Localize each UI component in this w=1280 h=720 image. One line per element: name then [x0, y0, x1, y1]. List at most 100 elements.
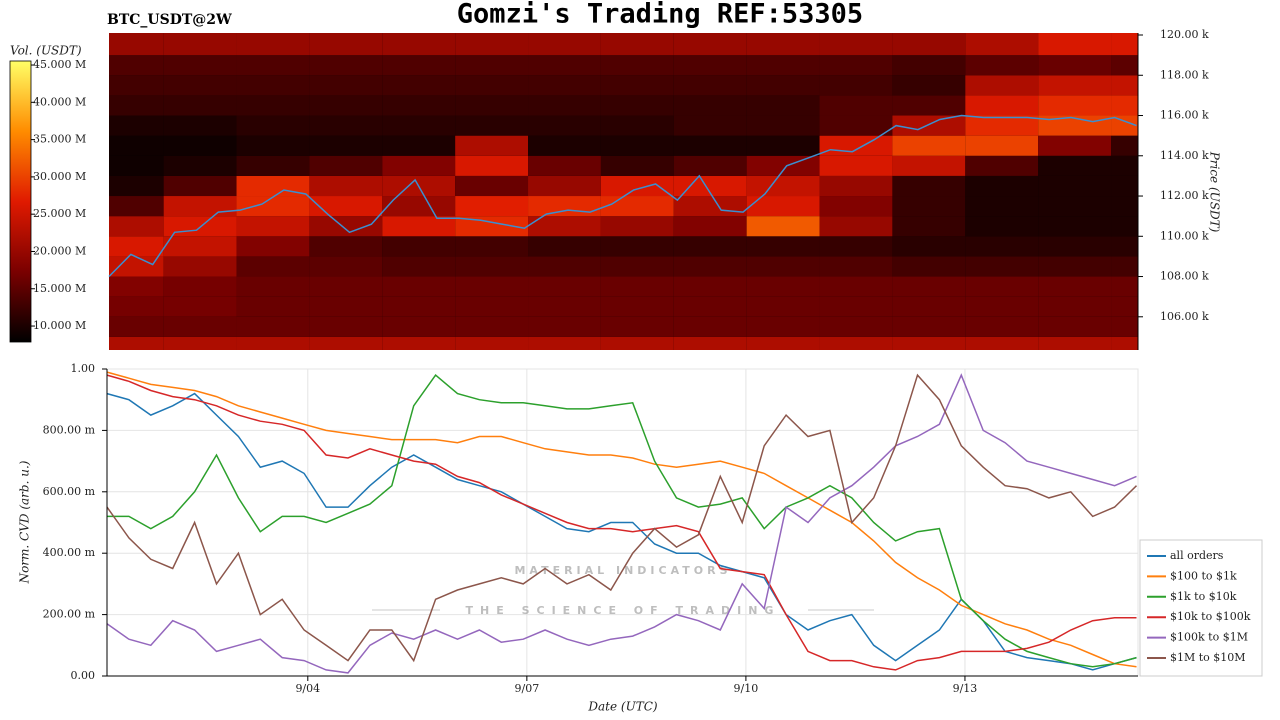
heatmap-cell — [746, 296, 820, 317]
heatmap-cell — [819, 175, 893, 197]
heatmap-cell — [163, 296, 237, 317]
heatmap-cell — [1038, 33, 1112, 56]
heatmap-cell — [163, 175, 237, 197]
heatmap-cell — [819, 196, 893, 217]
heatmap-cell — [309, 236, 383, 257]
heatmap-cell — [528, 316, 601, 337]
heatmap-cell — [109, 175, 164, 197]
heatmap-cell — [382, 155, 456, 176]
heatmap-cell — [528, 115, 601, 136]
heatmap-cell — [673, 316, 747, 337]
colorbar-tick-label: 35.000 M — [33, 133, 86, 146]
heatmap-cell — [1038, 155, 1112, 176]
heatmap-cell — [528, 75, 601, 96]
heatmap-cell — [1038, 55, 1112, 76]
heatmap-cell — [163, 256, 237, 277]
heatmap-cell — [600, 33, 674, 56]
heatmap-cell — [455, 276, 529, 297]
heatmap-cell — [1038, 196, 1112, 217]
heatmap-cell — [746, 216, 820, 237]
colorbar-tick-label: 20.000 M — [33, 244, 86, 257]
y-tick-label: 400.00 m — [43, 546, 96, 559]
heatmap-cell — [382, 115, 456, 136]
heatmap-cell — [965, 316, 1039, 337]
y-axis-label: Norm. CVD (arb. u.) — [18, 460, 32, 584]
heatmap-cell — [1038, 336, 1112, 350]
line — [107, 374, 1137, 668]
heatmap-cell — [1038, 115, 1112, 136]
x-axis-label: Date (UTC) — [587, 700, 657, 714]
heatmap-cell — [109, 216, 164, 237]
heatmap-cell — [965, 256, 1039, 277]
y-tick-label: 800.00 m — [43, 423, 96, 436]
heatmap-cell — [309, 135, 383, 156]
heatmap-cell — [455, 115, 529, 136]
heatmap-cell — [819, 33, 893, 56]
line — [106, 374, 1137, 671]
heatmap-cell — [892, 316, 966, 337]
heatmap-cell — [965, 55, 1039, 76]
heatmap-cell — [965, 75, 1039, 96]
heatmap-cell — [455, 196, 529, 217]
heatmap-cell — [528, 216, 601, 237]
heatmap-cell — [673, 196, 747, 217]
heatmap-cell — [746, 95, 820, 116]
heatmap-cell — [600, 196, 674, 217]
line — [108, 114, 1137, 278]
heatmap-cell — [746, 155, 820, 176]
heatmap-cell — [309, 196, 383, 217]
heatmap-cell — [236, 95, 310, 116]
heatmap-cell — [236, 236, 310, 257]
heatmap-cell — [600, 216, 674, 237]
heatmap-cell — [382, 216, 456, 237]
heatmap-cell — [455, 33, 529, 56]
heatmap-cell — [746, 336, 820, 350]
heatmap-cell — [455, 316, 529, 337]
heatmap-cell — [309, 155, 383, 176]
heatmap-cell — [528, 236, 601, 257]
heatmap-cell — [528, 95, 601, 116]
heatmap-cell — [1111, 216, 1138, 237]
heatmap-cell — [1111, 155, 1138, 176]
legend-label: $1M to $10M — [1170, 651, 1246, 664]
line — [106, 373, 1137, 674]
heatmap-cell — [1111, 115, 1138, 136]
colorbar-tick-label: 45.000 M — [33, 58, 86, 71]
heatmap-cell — [819, 276, 893, 297]
heatmap-cell — [455, 75, 529, 96]
heatmap-cell — [746, 115, 820, 136]
heatmap-cell — [746, 256, 820, 277]
heatmap-cell — [600, 236, 674, 257]
heatmap-cell — [528, 276, 601, 297]
heatmap-cell — [892, 115, 966, 136]
heatmap-cell — [600, 135, 674, 156]
y-axis-label: Price (USDT) — [1208, 151, 1222, 233]
heatmap-cell — [965, 276, 1039, 297]
heatmap-cell — [819, 256, 893, 277]
y-tick-label: 114.00 k — [1160, 149, 1209, 162]
heatmap-cell — [109, 256, 164, 277]
heatmap-cell — [163, 276, 237, 297]
heatmap-cell — [309, 296, 383, 317]
heatmap-cell — [892, 55, 966, 76]
heatmap-cell — [109, 75, 164, 96]
heatmap-cell — [163, 55, 237, 76]
heatmap-cell — [892, 175, 966, 197]
heatmap-cell — [109, 33, 164, 56]
heatmap-cell — [600, 175, 674, 197]
heatmap-cell — [819, 155, 893, 176]
heatmap-cell — [1038, 75, 1112, 96]
heatmap-cell — [163, 316, 237, 337]
heatmap-cell — [382, 33, 456, 56]
heatmap-cell — [965, 33, 1039, 56]
heatmap-cell — [1038, 216, 1112, 237]
heatmap-cell — [455, 216, 529, 237]
heatmap-cell — [673, 336, 747, 350]
heatmap-cell — [236, 316, 310, 337]
heatmap-cell — [455, 256, 529, 277]
heatmap-cell — [455, 296, 529, 317]
heatmap-cell — [109, 135, 164, 156]
colorbar-tick-label: 10.000 M — [33, 319, 86, 332]
heatmap-cell — [1111, 175, 1138, 197]
heatmap-cell — [600, 75, 674, 96]
